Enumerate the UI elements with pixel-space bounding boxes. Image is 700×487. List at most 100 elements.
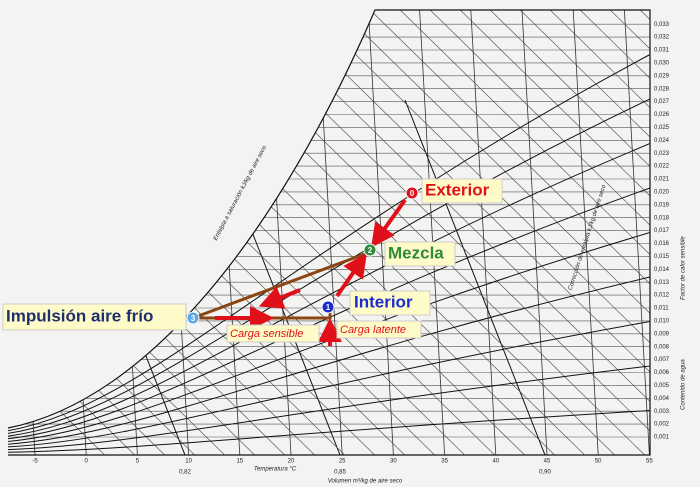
chart-outline (7, 9, 651, 456)
rh-curve (8, 232, 650, 442)
temperature-tick: 30 (390, 459, 397, 465)
load-label: Carga sensible (230, 328, 303, 340)
humidity-tick: 0,016 (654, 241, 670, 247)
temperature-tick: 0 (85, 459, 89, 465)
enthalpy-line (299, 10, 650, 455)
humidity-tick: 0,031 (654, 48, 670, 54)
humidity-tick: 0,028 (654, 86, 670, 92)
humidity-tick: 0,030 (654, 60, 670, 66)
label-box (2, 303, 187, 331)
arrow (371, 198, 407, 248)
humidity-tick: 0,001 (654, 435, 670, 441)
temperature-tick: 45 (544, 459, 551, 465)
humidity-title: Contenido de agua (681, 359, 687, 410)
humidity-tick: 0,007 (654, 357, 670, 363)
point-id: 2 (368, 246, 373, 255)
temperature-tick: 5 (136, 459, 140, 465)
state-points: 0 1 2 3 (186, 186, 419, 325)
point-label: Mezcla (388, 243, 444, 262)
humidity-tick: 0,018 (654, 215, 670, 221)
arrow (335, 253, 367, 298)
point-id: 0 (410, 189, 415, 198)
point-label: Exterior (425, 180, 490, 199)
enthalpy-line (8, 10, 181, 455)
humidity-tick: 0,013 (654, 280, 670, 286)
humidity-tick: 0,006 (654, 370, 670, 376)
temperature-tick: 55 (646, 459, 653, 465)
humidity-tick: 0,029 (654, 73, 670, 79)
humidity-tick: 0,027 (654, 99, 670, 105)
temperature-title: Temperatura °C (254, 467, 297, 473)
humidity-tick: 0,022 (654, 164, 670, 170)
volume-tick: 0,85 (334, 470, 346, 476)
label-box (226, 324, 320, 343)
label-box (336, 320, 422, 339)
temperature-line (419, 10, 445, 455)
rh-curve (8, 54, 650, 432)
temperature-line (624, 10, 650, 455)
temperature-line (572, 10, 599, 455)
volume-line (404, 99, 546, 455)
rh-curve (8, 98, 650, 434)
humidity-tick: 0,004 (654, 396, 670, 402)
humidity-tick: 0,010 (654, 318, 670, 324)
enthalpy-line (449, 10, 650, 455)
temperature-line (470, 10, 497, 455)
humidity-tick: 0,003 (654, 409, 670, 415)
humidity-tick: 0,014 (654, 267, 670, 273)
enthalpy-line (8, 10, 241, 455)
humidity-tick: 0,012 (654, 293, 670, 299)
enthalpy-line (329, 10, 650, 455)
enthalpy-line (8, 10, 211, 455)
enthalpy-line (389, 10, 650, 455)
enthalpy-line (539, 10, 650, 455)
load-label: Carga latente (340, 324, 406, 336)
point-id: 3 (191, 314, 196, 323)
rh-curve (8, 365, 650, 451)
humidity-tick: 0,021 (654, 177, 670, 183)
temperature-tick: 15 (236, 459, 243, 465)
humidity-tick: 0,023 (654, 151, 670, 157)
humidity-tick: 0,033 (654, 22, 670, 28)
temperature-tick: 40 (492, 459, 499, 465)
mix-line (192, 250, 371, 320)
point (363, 243, 377, 257)
point-label: Interior (354, 292, 413, 311)
volume-title: Volumen m³/kg de aire seco (328, 479, 403, 485)
temperature-tick: 20 (288, 459, 295, 465)
temperature-tick: 25 (339, 459, 346, 465)
humidity-tick: 0,005 (654, 383, 670, 389)
point-label: Impulsión aire frío (6, 306, 153, 325)
enthalpy-line (269, 10, 650, 455)
humidity-tick: 0,026 (654, 112, 670, 118)
temperature-tick: 35 (441, 459, 448, 465)
temperature-line (521, 10, 548, 455)
enthalpy-line (479, 10, 650, 455)
rh-curve (8, 187, 650, 440)
humidity-tick: 0,002 (654, 422, 670, 428)
rh-curve (8, 321, 650, 448)
humidity-tick: 0,017 (654, 228, 670, 234)
humidity-tick: 0,024 (654, 138, 670, 144)
temperature-tick: 10 (185, 459, 192, 465)
shf-title: Factor de calor sensible (681, 236, 687, 300)
point (321, 300, 335, 314)
rh-curve (8, 410, 650, 453)
humidity-tick: 0,015 (654, 254, 670, 260)
humidity-tick: 0,011 (654, 306, 669, 312)
label-box (421, 178, 503, 204)
humidity-tick: 0,032 (654, 35, 670, 41)
temperature-tick: 50 (595, 459, 602, 465)
rh-curve (8, 276, 650, 445)
label-box (349, 290, 431, 316)
enthalpy-line (359, 10, 650, 455)
volume-tick: 0,82 (179, 470, 191, 476)
enthalpy-line (419, 10, 650, 455)
humidity-tick: 0,008 (654, 344, 670, 350)
temperature-tick: -5 (32, 459, 38, 465)
humidity-tick: 0,019 (654, 202, 670, 208)
volume-tick: 0,90 (539, 470, 551, 476)
humidity-tick: 0,009 (654, 331, 670, 337)
point-id: 1 (326, 303, 331, 312)
